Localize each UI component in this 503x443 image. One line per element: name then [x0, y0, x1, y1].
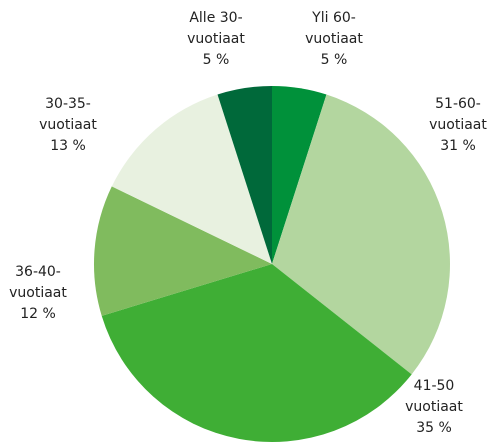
slice-label: Alle 30-vuotiaat 5 %	[178, 8, 254, 71]
pie-slice	[111, 94, 272, 265]
category-name: Alle 30-vuotiaat	[187, 10, 245, 47]
value-label: 31 %	[440, 138, 476, 154]
slice-label: 51-60-vuotiaat 31 %	[420, 94, 496, 157]
pie-slice	[272, 86, 327, 264]
value-label: 13 %	[50, 138, 86, 154]
pie-slice	[217, 86, 272, 264]
pie-slice	[93, 186, 272, 316]
slice-label: 41-50 vuotiaat 35 %	[396, 376, 472, 439]
category-name: 41-50 vuotiaat	[405, 378, 463, 415]
value-label: 5 %	[202, 52, 230, 68]
pie-slice	[101, 264, 412, 442]
slice-label: Yli 60-vuotiaat 5 %	[296, 8, 372, 71]
value-label: 12 %	[20, 306, 56, 322]
slice-label: 30-35-vuotiaat 13 %	[30, 94, 106, 157]
category-name: Yli 60-vuotiaat	[305, 10, 363, 47]
category-name: 30-35-vuotiaat	[39, 96, 97, 133]
pie-slice	[272, 94, 450, 375]
category-name: 51-60-vuotiaat	[429, 96, 487, 133]
value-label: 35 %	[416, 420, 452, 436]
slice-label: 36-40-vuotiaat 12 %	[0, 262, 76, 325]
value-label: 5 %	[320, 52, 348, 68]
category-name: 36-40-vuotiaat	[9, 264, 67, 301]
